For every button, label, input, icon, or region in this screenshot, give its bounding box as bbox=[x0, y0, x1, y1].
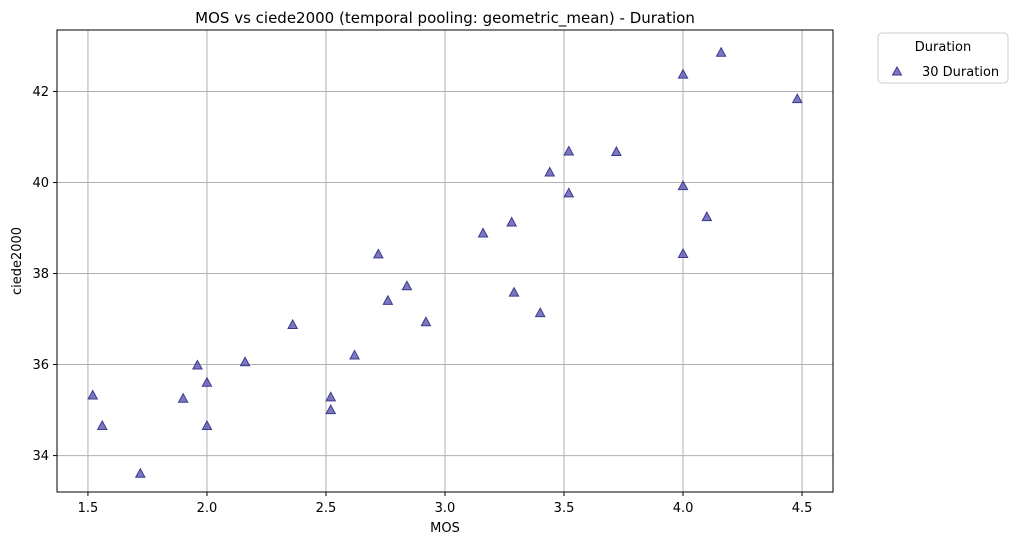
data-point-triangle bbox=[401, 280, 413, 291]
data-point-triangle bbox=[382, 294, 394, 305]
y-tick-label: 36 bbox=[32, 358, 49, 373]
data-point-triangle bbox=[87, 389, 99, 400]
data-point-triangle bbox=[715, 46, 727, 57]
data-point-triangle bbox=[677, 68, 689, 79]
y-tick-label: 38 bbox=[32, 267, 49, 282]
x-tick-label: 3.5 bbox=[554, 501, 575, 516]
x-tick-label: 2.0 bbox=[197, 501, 218, 516]
grid-lines bbox=[57, 30, 833, 492]
y-axis-ticks: 34 36 38 40 42 bbox=[32, 85, 57, 464]
x-axis-ticks: 1.5 2.0 2.5 3.0 3.5 4.0 4.5 bbox=[78, 492, 813, 516]
y-tick-label: 34 bbox=[32, 449, 49, 464]
data-point-triangle bbox=[134, 467, 146, 478]
data-point-triangle bbox=[372, 248, 384, 259]
data-point-triangle bbox=[96, 419, 108, 430]
x-tick-label: 2.5 bbox=[316, 501, 337, 516]
data-point-triangle bbox=[325, 404, 337, 415]
y-tick-label: 40 bbox=[32, 176, 49, 191]
legend-title: Duration bbox=[915, 40, 971, 55]
legend-marker-triangle bbox=[891, 65, 903, 76]
data-point-triangle bbox=[287, 318, 299, 329]
chart-title: MOS vs ciede2000 (temporal pooling: geom… bbox=[195, 9, 695, 28]
legend: Duration 30 Duration bbox=[877, 32, 1009, 84]
data-points bbox=[87, 46, 803, 478]
legend-label: 30 Duration bbox=[922, 65, 999, 80]
x-tick-label: 1.5 bbox=[78, 501, 99, 516]
data-point-triangle bbox=[563, 145, 575, 156]
data-point-triangle bbox=[201, 376, 213, 387]
y-axis-label: ciede2000 bbox=[10, 227, 25, 295]
data-point-triangle bbox=[201, 419, 213, 430]
data-point-triangle bbox=[239, 356, 251, 367]
data-point-triangle bbox=[677, 180, 689, 191]
x-axis-label: MOS bbox=[430, 521, 460, 536]
data-point-triangle bbox=[177, 392, 189, 403]
data-point-triangle bbox=[506, 216, 518, 227]
data-point-triangle bbox=[349, 349, 360, 360]
x-tick-label: 3.0 bbox=[435, 501, 456, 516]
x-tick-label: 4.5 bbox=[792, 501, 813, 516]
data-point-triangle bbox=[534, 307, 546, 318]
data-point-triangle bbox=[420, 316, 432, 327]
data-point-triangle bbox=[610, 145, 622, 156]
data-point-triangle bbox=[325, 391, 337, 402]
data-point-triangle bbox=[544, 166, 556, 177]
data-point-triangle bbox=[477, 227, 489, 238]
legend-box bbox=[877, 32, 1009, 84]
data-point-triangle bbox=[677, 247, 689, 258]
y-tick-label: 42 bbox=[32, 85, 49, 100]
data-point-triangle bbox=[563, 187, 575, 198]
data-point-triangle bbox=[192, 359, 203, 370]
x-tick-label: 4.0 bbox=[673, 501, 694, 516]
data-point-triangle bbox=[701, 211, 713, 222]
data-point-triangle bbox=[791, 93, 803, 104]
data-point-triangle bbox=[508, 286, 520, 297]
